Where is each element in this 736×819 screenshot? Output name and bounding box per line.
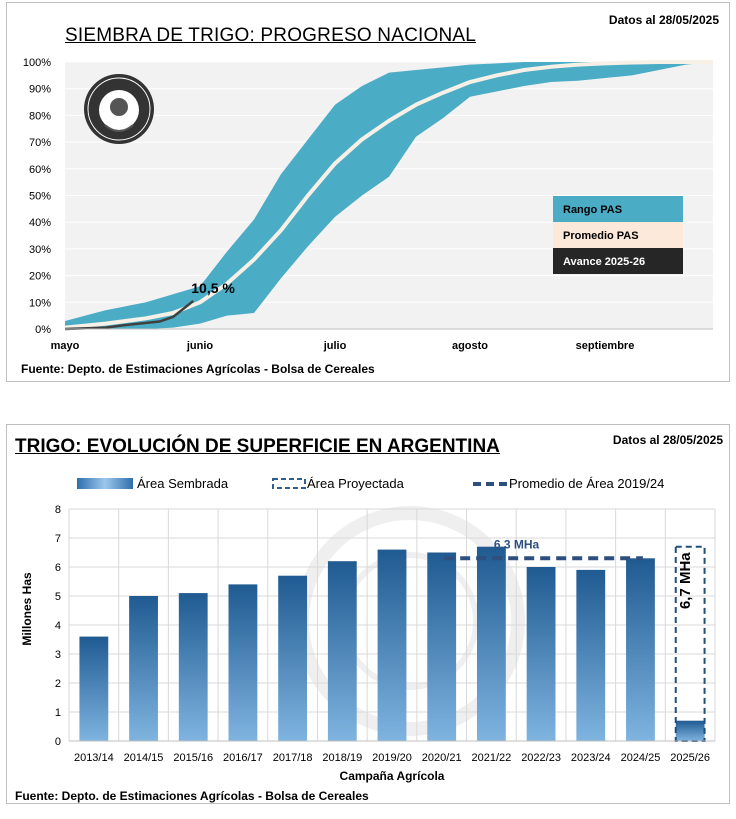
legend-label: Área Sembrada xyxy=(137,476,229,491)
bar-area-sembrada xyxy=(626,558,655,741)
x-tick-label: 2021/22 xyxy=(472,752,512,764)
y-tick-label: 90% xyxy=(29,84,51,96)
y-tick-label: 40% xyxy=(29,217,51,229)
bar-area-sembrada xyxy=(526,567,556,741)
legend-label: Promedio de Área 2019/24 xyxy=(509,476,664,491)
logo-ring xyxy=(87,77,151,141)
y-tick-label: 30% xyxy=(29,244,51,256)
x-tick-label: 2020/21 xyxy=(422,752,462,764)
rango-pas-band xyxy=(65,62,713,329)
legend-label: Avance 2025-26 xyxy=(563,256,645,268)
bar-area-sembrada xyxy=(129,596,158,741)
legend-label: Área Proyectada xyxy=(307,476,405,491)
avance-annotation: 10,5 % xyxy=(191,280,235,296)
area-chart-panel: Datos al 28/05/2025 TRIGO: EVOLUCIÓN DE … xyxy=(6,424,730,804)
y-tick-label: 6 xyxy=(55,562,61,574)
progress-chart-panel: Datos al 28/05/2025 SIEMBRA DE TRIGO: PR… xyxy=(6,2,730,382)
bar-area-sembrada xyxy=(576,569,606,741)
area-chart-title: TRIGO: EVOLUCIÓN DE SUPERFICIE EN ARGENT… xyxy=(15,436,500,457)
y-tick-label: 2 xyxy=(55,678,61,690)
legend-swatch xyxy=(553,222,683,248)
y-tick-label: 0% xyxy=(35,324,51,336)
bolsa-de-cereales-logo xyxy=(84,74,154,144)
x-tick-label: julio xyxy=(323,340,347,352)
progress-date-note: Datos al 28/05/2025 xyxy=(608,13,719,27)
progress-chart-svg: 0% 10% 20% 30% 40% 50% 60% 70% 80% 90% 100% 10,5 % m… xyxy=(23,57,713,352)
promedio-area-label: 6,3 MHa xyxy=(494,537,540,551)
logo-wreath xyxy=(104,124,134,132)
x-tick-label: 2023/24 xyxy=(571,752,611,764)
bar-area-sembrada xyxy=(327,561,357,741)
area-chart-svg: 0 1 2 3 4 5 6 7 8 6,7 MHa 6,3 MHa 2013/14 2014/15 201… xyxy=(20,476,716,783)
x-tick-label: junio xyxy=(186,340,214,352)
y-tick-label: 20% xyxy=(29,271,51,283)
y-tick-label: 1 xyxy=(55,707,61,719)
bar-area-sembrada xyxy=(79,636,109,741)
x-tick-label: mayo xyxy=(51,340,80,352)
x-tick-label: 2019/20 xyxy=(372,752,412,764)
legend-swatch-proyectada xyxy=(272,478,306,489)
progress-source: Fuente: Depto. de Estimaciones Agrícolas… xyxy=(21,362,375,376)
x-tick-label: septiembre xyxy=(576,340,635,352)
x-tick-label: 2017/18 xyxy=(273,752,313,764)
legend-swatch xyxy=(553,248,683,274)
y-tick-label: 60% xyxy=(29,164,51,176)
x-tick-label: 2015/16 xyxy=(173,752,213,764)
legend-label: Promedio PAS xyxy=(563,230,639,242)
bar-area-sembrada xyxy=(377,549,407,741)
x-axis-title: Campaña Agrícola xyxy=(340,769,445,783)
y-tick-label: 7 xyxy=(55,533,61,545)
avance-2025-26-line xyxy=(64,299,195,331)
promedio-pas-line xyxy=(64,60,713,330)
bar-area-sembrada xyxy=(675,720,705,741)
x-tick-label: agosto xyxy=(452,340,488,352)
y-tick-label: 5 xyxy=(55,591,61,603)
x-tick-label: 2013/14 xyxy=(74,752,114,764)
x-tick-label: 2014/15 xyxy=(124,752,164,764)
y-axis-title: Millones Has xyxy=(20,572,34,646)
legend-swatch xyxy=(553,196,683,222)
y-tick-label: 80% xyxy=(29,110,51,122)
progress-chart-title: SIEMBRA DE TRIGO: PROGRESO NACIONAL xyxy=(65,25,477,46)
x-tick-label: 2024/25 xyxy=(621,752,661,764)
x-tick-label: 2018/19 xyxy=(322,752,362,764)
y-tick-label: 50% xyxy=(29,191,51,203)
y-tick-label: 0 xyxy=(55,736,61,748)
logo-emblem xyxy=(110,98,128,116)
y-tick-label: 100% xyxy=(23,57,51,69)
y-tick-label: 8 xyxy=(55,504,61,516)
legend-label: Rango PAS xyxy=(563,204,622,216)
bar-area-sembrada xyxy=(228,584,258,741)
bar-area-sembrada xyxy=(278,575,308,741)
area-date-note: Datos al 28/05/2025 xyxy=(612,433,723,447)
y-tick-label: 3 xyxy=(55,649,61,661)
x-tick-label: 2025/26 xyxy=(670,752,710,764)
y-tick-label: 70% xyxy=(29,137,51,149)
area-proyectada-label: 6,7 MHa xyxy=(677,552,694,609)
x-tick-label: 2016/17 xyxy=(223,752,263,764)
y-tick-label: 4 xyxy=(55,620,61,632)
x-tick-label: 2022/23 xyxy=(521,752,561,764)
area-source: Fuente: Depto. de Estimaciones Agrícolas… xyxy=(15,789,369,803)
bar-area-sembrada xyxy=(476,546,506,741)
bar-area-proyectada xyxy=(674,545,706,742)
bar-area-sembrada xyxy=(178,593,208,741)
legend-swatch-sembrada xyxy=(77,478,133,489)
y-tick-label: 10% xyxy=(29,297,51,309)
watermark-inner-ring xyxy=(341,552,479,690)
bar-area-sembrada xyxy=(427,552,457,741)
